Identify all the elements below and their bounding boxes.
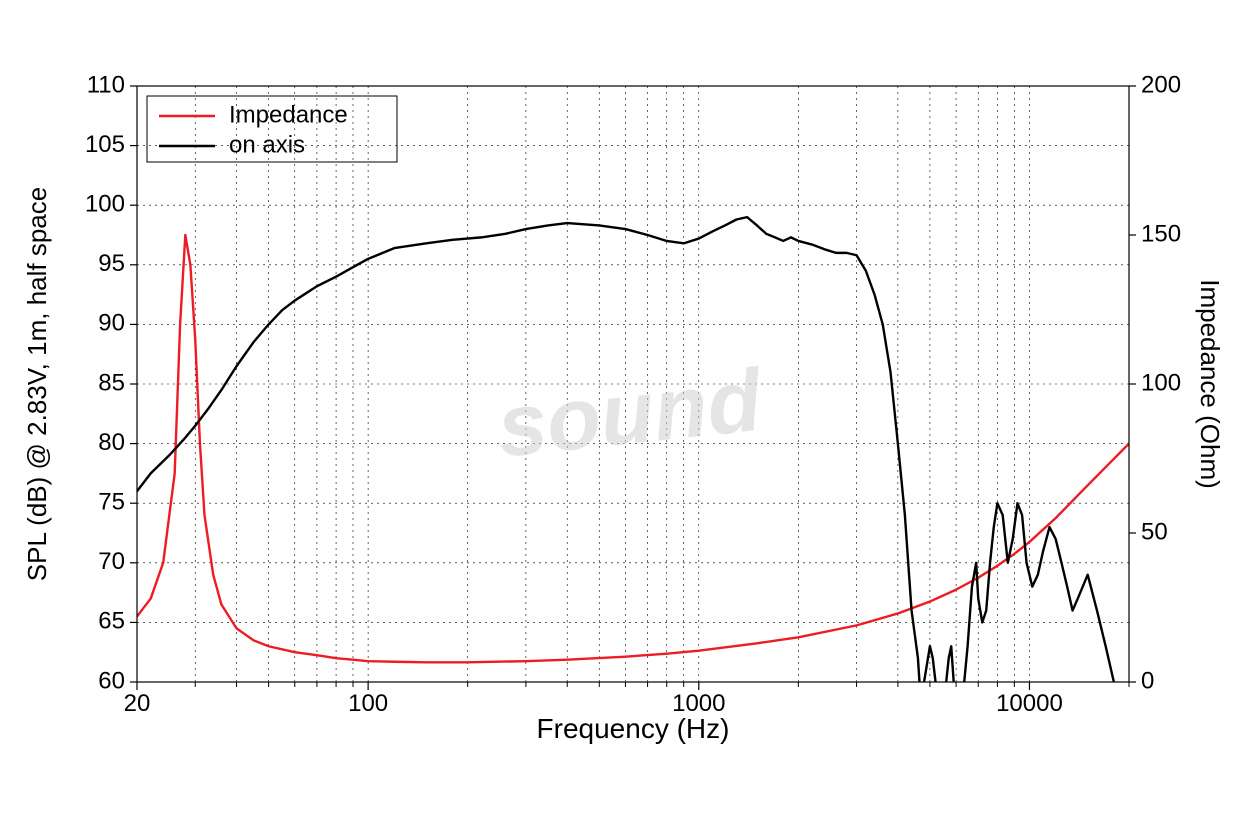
yright-axis-label: Impedance (Ohm) bbox=[1195, 279, 1225, 489]
yleft-tick-label: 110 bbox=[87, 71, 125, 98]
yleft-tick-label: 95 bbox=[98, 250, 125, 277]
yleft-tick-label: 65 bbox=[98, 608, 125, 635]
legend-label: Impedance bbox=[229, 101, 348, 128]
x-tick-label: 10000 bbox=[996, 690, 1063, 717]
yleft-tick-label: 80 bbox=[98, 429, 125, 456]
yright-tick-label: 100 bbox=[1141, 369, 1181, 396]
yleft-tick-label: 85 bbox=[98, 369, 125, 396]
x-tick-label: 100 bbox=[348, 690, 388, 717]
yleft-axis-label: SPL (dB) @ 2.83V, 1m, half space bbox=[22, 187, 52, 581]
x-tick-label: 20 bbox=[124, 690, 151, 717]
chart-container: sound60657075808590951001051100501001502… bbox=[0, 0, 1260, 840]
yleft-tick-label: 90 bbox=[98, 310, 125, 337]
legend-label: on axis bbox=[229, 131, 305, 158]
yright-tick-label: 200 bbox=[1141, 71, 1181, 98]
yleft-tick-label: 105 bbox=[85, 131, 125, 158]
yleft-tick-label: 75 bbox=[98, 489, 125, 516]
x-axis-label: Frequency (Hz) bbox=[537, 713, 730, 744]
chart-svg: sound60657075808590951001051100501001502… bbox=[0, 0, 1260, 840]
yleft-tick-label: 100 bbox=[85, 191, 125, 218]
yright-tick-label: 50 bbox=[1141, 518, 1168, 545]
yleft-tick-label: 60 bbox=[98, 667, 125, 694]
yleft-tick-label: 70 bbox=[98, 548, 125, 575]
yright-tick-label: 0 bbox=[1141, 667, 1154, 694]
yright-tick-label: 150 bbox=[1141, 220, 1181, 247]
